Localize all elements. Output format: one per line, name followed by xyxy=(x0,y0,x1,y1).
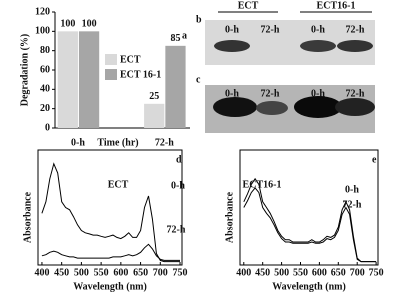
band xyxy=(294,96,342,118)
spectrum-line xyxy=(243,187,377,263)
band xyxy=(213,97,257,117)
lane-label: 0-h xyxy=(225,88,239,99)
value-label: 25 xyxy=(149,91,159,102)
value-label: 85 xyxy=(170,33,180,44)
bar xyxy=(78,31,100,128)
lane-label: 72-h xyxy=(261,24,280,35)
series-label: 72-h xyxy=(167,224,186,235)
band xyxy=(300,40,336,52)
plot-frame xyxy=(37,149,183,266)
x-tick-label: 700 xyxy=(153,267,168,278)
group-label: ECT xyxy=(238,0,259,11)
x-tick-label: 550 xyxy=(94,267,109,278)
bar xyxy=(57,31,78,128)
spectrum-line xyxy=(243,177,377,263)
x-axis-label: Wavelength (nm) xyxy=(272,281,346,292)
y-axis-label: Degradation (%) xyxy=(19,34,30,107)
band xyxy=(337,40,373,52)
group-label: ECT16-1 xyxy=(317,0,356,11)
legend-label: ECT xyxy=(120,54,141,65)
panel-letter: d xyxy=(176,154,182,165)
x-tick-label: 650 xyxy=(331,267,346,278)
x-tick-label: 450 xyxy=(255,267,270,278)
x-tick-label: 400 xyxy=(34,267,49,278)
x-tick-label: 600 xyxy=(113,267,128,278)
y-tick-label: 120 xyxy=(35,6,50,17)
y-tick-label: 40 xyxy=(40,84,50,95)
y-axis-label: Absorbance xyxy=(22,191,33,243)
bar xyxy=(165,45,186,129)
x-tick-label: 72-h xyxy=(155,137,174,148)
series-label: 72-h xyxy=(343,199,362,210)
value-label: 100 xyxy=(82,19,97,30)
band xyxy=(214,40,250,52)
spectrum-line xyxy=(41,243,180,261)
lane-label: 0-h xyxy=(311,24,325,35)
series-label: 0-h xyxy=(345,184,359,195)
x-tick-label: 550 xyxy=(293,267,308,278)
x-tick-label: 400 xyxy=(236,267,251,278)
panel-letter: b xyxy=(196,14,202,25)
annotation: ECT16-1 xyxy=(243,179,282,190)
value-label: 100 xyxy=(60,19,75,30)
band xyxy=(335,98,375,116)
band xyxy=(256,101,288,115)
lane-label: 72-h xyxy=(346,88,365,99)
plot-frame xyxy=(239,149,379,266)
y-tick-label: 20 xyxy=(40,103,50,114)
panel-letter: c xyxy=(196,74,201,85)
x-tick-label: 600 xyxy=(312,267,327,278)
lane-label: 72-h xyxy=(346,24,365,35)
y-tick-label: 80 xyxy=(40,45,50,56)
x-axis-label: Time (hr) xyxy=(97,137,138,148)
series-label: 0-h xyxy=(171,180,185,191)
x-tick-label: 750 xyxy=(173,267,188,278)
lane-label: 0-h xyxy=(311,88,325,99)
lane-label: 0-h xyxy=(225,24,239,35)
y-axis-label: Absorbance xyxy=(224,191,235,243)
y-tick-label: 100 xyxy=(35,26,50,37)
lane-label: 72-h xyxy=(261,88,280,99)
x-tick-label: 750 xyxy=(369,267,384,278)
legend-swatch xyxy=(105,54,117,65)
legend-swatch xyxy=(105,69,117,80)
spectrum-line xyxy=(41,162,180,263)
panel-letter: a xyxy=(182,30,187,41)
panel-letter: e xyxy=(372,154,377,165)
x-tick-label: 500 xyxy=(74,267,89,278)
x-axis-label: Wavelength (nm) xyxy=(73,281,147,292)
x-tick-label: 450 xyxy=(54,267,69,278)
x-tick-label: 700 xyxy=(350,267,365,278)
x-tick-label: 650 xyxy=(133,267,148,278)
annotation: ECT xyxy=(108,179,129,190)
x-tick-label: 0-h xyxy=(71,137,85,148)
y-tick-label: 60 xyxy=(40,64,50,75)
y-tick-label: 0 xyxy=(45,122,50,133)
legend-label: ECT 16-1 xyxy=(120,69,161,80)
bar xyxy=(144,103,165,128)
x-tick-label: 500 xyxy=(274,267,289,278)
